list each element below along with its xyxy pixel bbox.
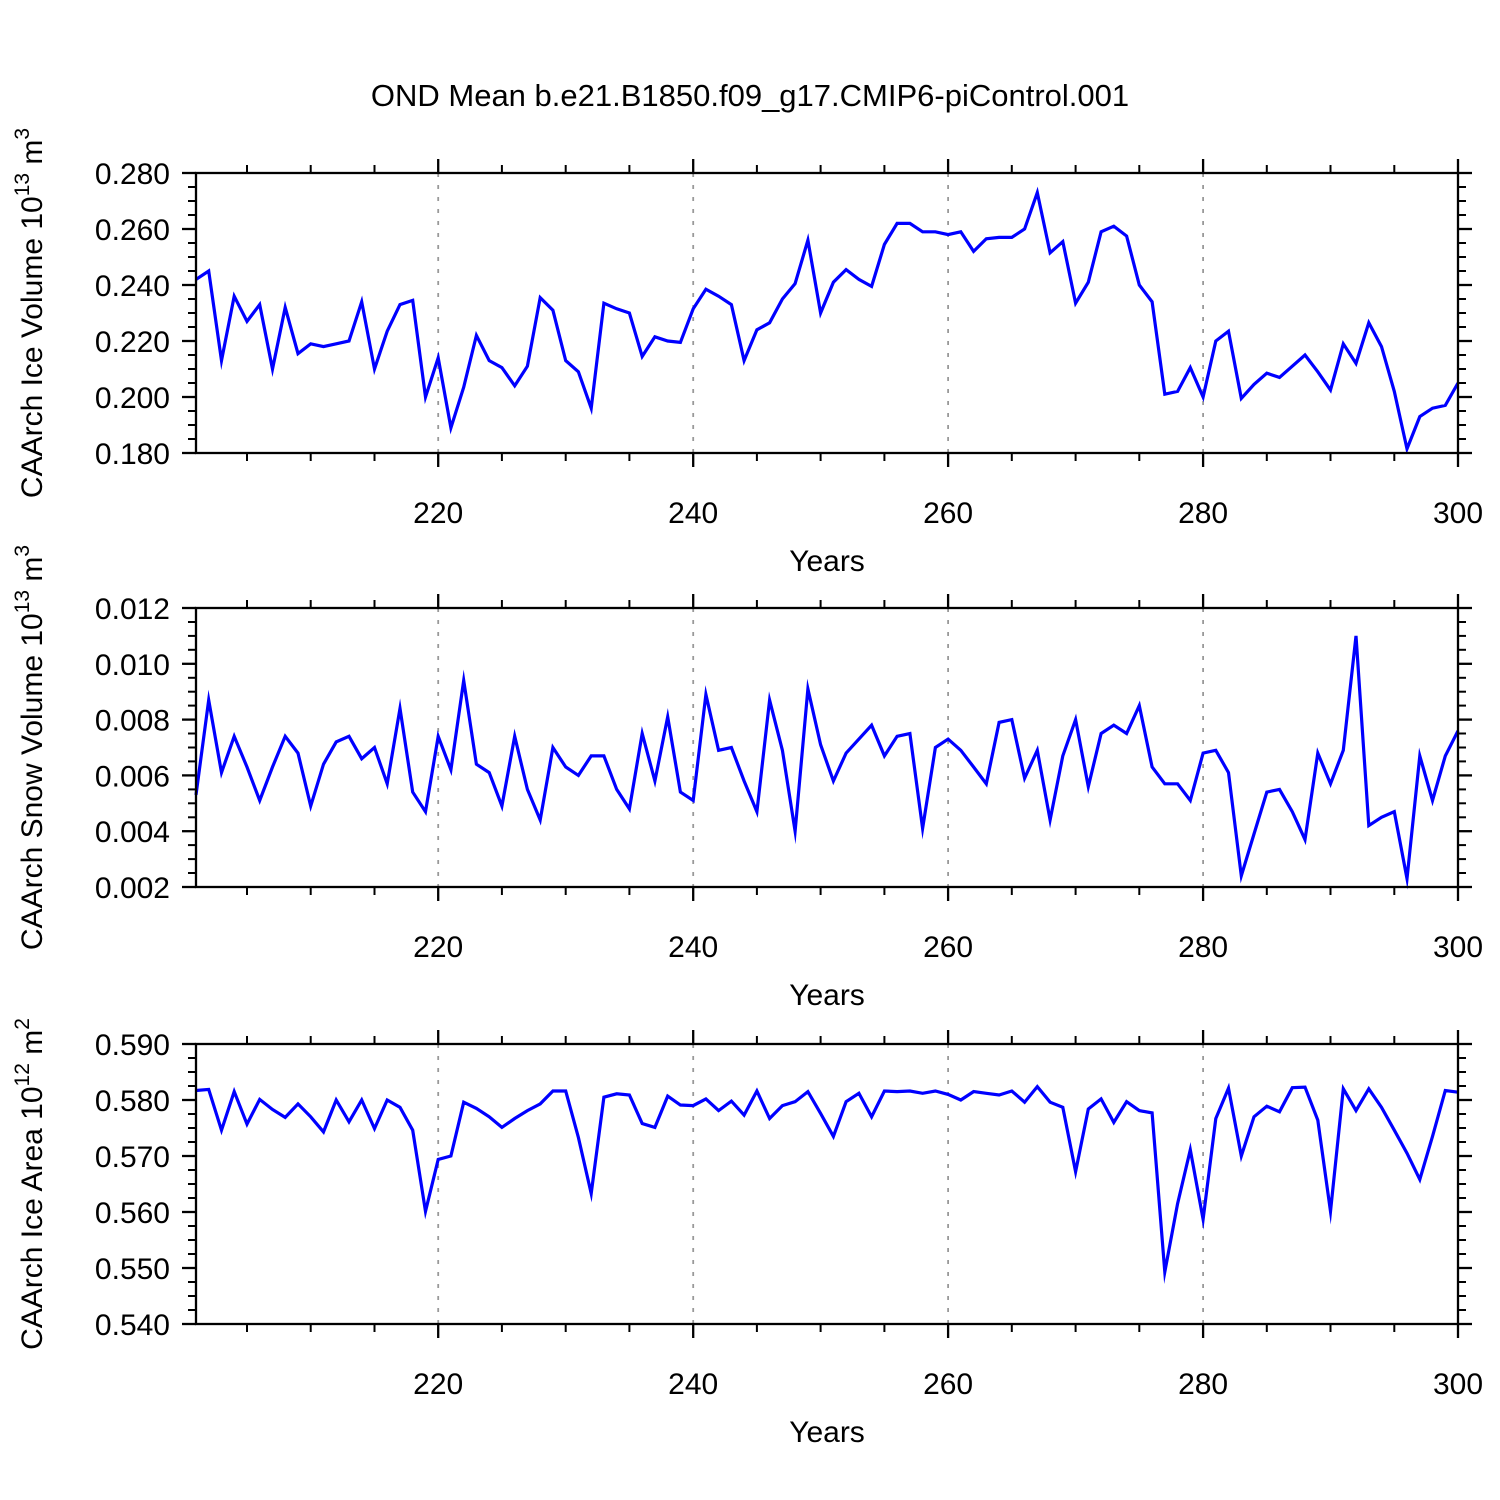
x-axis-title: Years (789, 545, 865, 578)
y-axis-title-unit-exponent: 2 (11, 1018, 34, 1030)
y-tick-label: 0.012 (95, 593, 170, 626)
panel-caarch-ice-area: 220 240 260 280 300 0.540 0.550 0.560 0.570 0.580… (11, 1018, 1483, 1449)
y-axis-title-exponent: 12 (11, 1063, 34, 1086)
x-tick-label: 240 (668, 497, 718, 530)
y-tick-label: 0.590 (95, 1029, 170, 1062)
x-tick-label: 300 (1433, 497, 1483, 530)
y-tick-label: 0.008 (95, 705, 170, 738)
y-axis-title-unit: m (16, 557, 49, 590)
y-axis-title-exponent: 13 (11, 173, 34, 196)
x-tick-label: 260 (923, 931, 973, 964)
y-axis-title-unit-exponent: 3 (11, 128, 34, 140)
y-axis-title-unit-exponent: 3 (11, 545, 34, 557)
y-tick-label: 0.180 (95, 438, 170, 471)
y-axis-title-base: CAArch Ice Volume 10 (16, 196, 49, 498)
y-axis-title-exponent: 13 (11, 590, 34, 613)
x-tick-label: 280 (1178, 1368, 1228, 1401)
panel-frame (194, 171, 1460, 455)
y-tick-label: 0.240 (95, 270, 170, 303)
y-axis-title: CAArch Snow Volume 1013 m3 (11, 545, 49, 950)
y-axis-title-unit: m (16, 140, 49, 173)
x-tick-label: 260 (923, 1368, 973, 1401)
y-tick-label: 0.200 (95, 382, 170, 415)
x-tick-label: 300 (1433, 931, 1483, 964)
y-tick-label: 0.220 (95, 326, 170, 359)
x-tick-label: 280 (1178, 497, 1228, 530)
y-tick-label: 0.550 (95, 1253, 170, 1286)
x-tick-label: 220 (413, 497, 463, 530)
y-tick-label: 0.006 (95, 760, 170, 793)
x-tick-label: 220 (413, 931, 463, 964)
x-tick-label: 240 (668, 1368, 718, 1401)
panel-frame (194, 1042, 1460, 1326)
panel-caarch-ice-volume: 220 240 260 280 300 0.180 0.200 0.220 0.240 0.260… (11, 128, 1483, 578)
y-axis-title-unit: m (16, 1030, 49, 1063)
y-axis-title-base: CAArch Snow Volume 10 (16, 613, 49, 950)
x-tick-label: 300 (1433, 1368, 1483, 1401)
panel-caarch-snow-volume: 220 240 260 280 300 0.002 0.004 0.006 0.008 0.010… (11, 545, 1483, 1012)
series-line-caarch-ice-volume (195, 186, 1460, 455)
y-axis-title-base: CAArch Ice Area 10 (16, 1086, 49, 1349)
x-axis-title: Years (789, 979, 865, 1012)
series-line-caarch-ice-area (195, 1082, 1459, 1284)
y-tick-label: 0.580 (95, 1085, 170, 1118)
y-tick-label: 0.280 (95, 158, 170, 191)
y-tick-label: 0.002 (95, 872, 170, 905)
x-tick-label: 220 (413, 1368, 463, 1401)
x-tick-label: 280 (1178, 931, 1228, 964)
y-tick-label: 0.004 (95, 816, 170, 849)
y-tick-label: 0.570 (95, 1141, 170, 1174)
y-tick-label: 0.560 (95, 1197, 170, 1230)
figure-title: OND Mean b.e21.B1850.f09_g17.CMIP6-piCon… (370, 78, 1130, 113)
y-tick-label: 0.260 (95, 214, 170, 247)
series-line-caarch-snow-volume (194, 635, 1460, 890)
y-axis-title: CAArch Ice Area 1012 m2 (11, 1018, 49, 1350)
y-tick-label: 0.010 (95, 649, 170, 682)
y-axis-title: CAArch Ice Volume 1013 m3 (11, 128, 49, 498)
panel-frame (194, 606, 1460, 889)
x-axis-title: Years (789, 1416, 865, 1449)
y-tick-label: 0.540 (95, 1309, 170, 1342)
x-tick-label: 240 (668, 931, 718, 964)
x-tick-label: 260 (923, 497, 973, 530)
